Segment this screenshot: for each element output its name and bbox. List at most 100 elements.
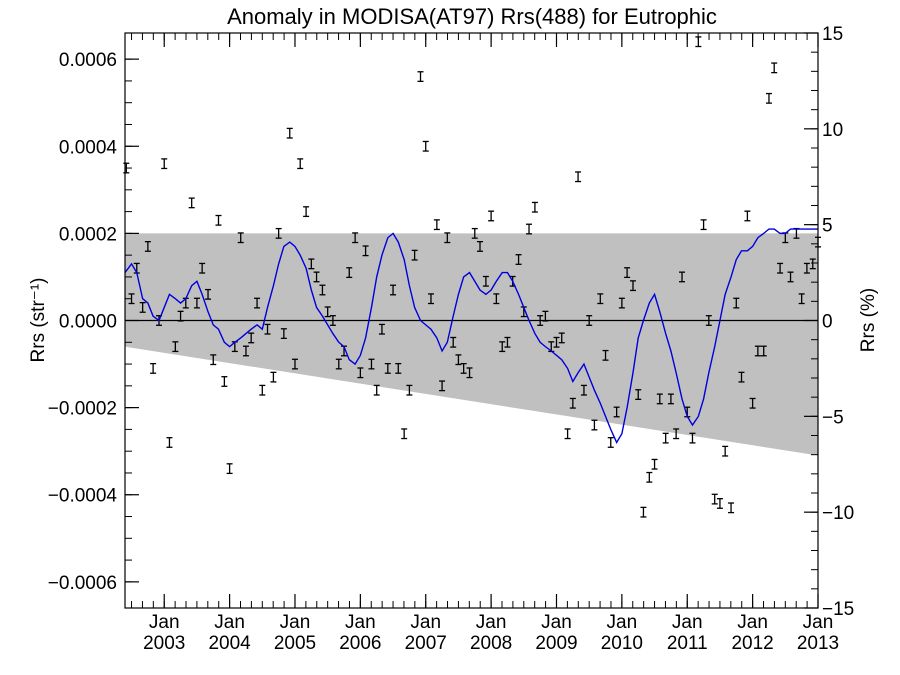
errorbar-point — [166, 437, 173, 448]
errorbar-point — [749, 397, 756, 409]
errorbar-point — [248, 332, 255, 344]
y-axis-left-label: Rrs (str⁻¹) — [28, 278, 49, 363]
y-left-tick-label: 0.0000 — [59, 312, 117, 333]
errorbar-point — [177, 310, 184, 322]
errorbar-point — [303, 206, 310, 218]
x-tick-month-label: Jan — [149, 612, 180, 633]
y-left-tick-label: 0.0002 — [59, 224, 117, 245]
errorbar-point — [526, 223, 533, 235]
x-tick-month-label: Jan — [737, 612, 768, 633]
x-tick-year-label: 2009 — [535, 633, 577, 654]
y-axis-left: 0.0006 0.0004 0.0002 0.0000 −0.0002 −0.0004 −0… — [48, 50, 139, 594]
y-left-tick-label: −0.0002 — [48, 399, 117, 420]
x-tick-year-label: 2004 — [208, 633, 251, 654]
errorbar-point — [771, 62, 778, 74]
errorbar-point — [711, 493, 718, 505]
x-tick-month-label: Jan — [410, 612, 441, 633]
errorbar-point — [651, 458, 658, 470]
x-tick-year-label: 2003 — [143, 633, 185, 654]
errorbar-point — [352, 232, 359, 244]
errorbar-point — [679, 271, 686, 283]
errorbar-point — [378, 323, 385, 335]
errorbar-point — [444, 232, 451, 244]
errorbar-point — [744, 210, 751, 222]
errorbar-point — [558, 332, 565, 344]
errorbar-series — [123, 36, 821, 518]
errorbar-point — [297, 158, 304, 170]
x-tick-year-label: 2007 — [405, 633, 447, 654]
errorbar-point — [259, 384, 266, 396]
errorbar-point — [499, 341, 506, 353]
x-axis: Jan2003Jan2004Jan2005Jan2006Jan2007Jan20… — [131, 33, 839, 654]
errorbar-point — [591, 419, 598, 431]
line-series — [124, 228, 818, 444]
x-tick-month-label: Jan — [345, 612, 376, 633]
errorbar-point — [476, 241, 483, 252]
errorbar-point — [161, 158, 168, 170]
errorbar-point — [542, 310, 549, 322]
errorbar-point — [531, 201, 538, 213]
errorbar-point — [242, 345, 249, 357]
errorbar-point — [504, 336, 511, 348]
errorbar-point — [215, 214, 222, 226]
errorbar-point — [362, 245, 369, 257]
errorbar-point — [597, 293, 604, 305]
errorbar-point — [667, 393, 674, 405]
y-left-tick-label: −0.0004 — [48, 486, 118, 507]
errorbar-point — [602, 349, 609, 361]
errorbar-point — [411, 249, 418, 261]
y-right-tick-label: 10 — [822, 120, 843, 141]
x-tick-month-label: Jan — [607, 612, 638, 633]
y-right-tick-label: −15 — [822, 599, 854, 620]
errorbar-point — [662, 432, 669, 444]
errorbar-point — [264, 323, 271, 335]
errorbar-point — [237, 232, 244, 244]
errorbar-point — [335, 358, 342, 370]
errorbar-point — [324, 306, 331, 318]
errorbar-point — [401, 428, 408, 440]
errorbar-point — [553, 336, 560, 348]
errorbar-point — [226, 463, 233, 475]
errorbar-point — [406, 384, 413, 396]
errorbar-point — [471, 227, 478, 239]
errorbar-point — [395, 362, 402, 374]
y-left-tick-label: 0.0004 — [59, 137, 118, 158]
errorbar-point — [319, 284, 326, 296]
errorbar-point — [809, 258, 816, 270]
errorbar-point — [291, 358, 298, 370]
x-tick-year-label: 2013 — [797, 633, 839, 654]
chart-title: Anomaly in MODISA(AT97) Rrs(488) for Eut… — [227, 4, 717, 29]
errorbar-point — [357, 367, 364, 379]
errorbar-point — [275, 227, 282, 239]
errorbar-point — [580, 384, 587, 396]
errorbar-point — [515, 254, 522, 265]
errorbar-point — [210, 354, 217, 366]
y-right-tick-label: −10 — [822, 503, 854, 524]
errorbar-point — [738, 371, 745, 383]
errorbar-point — [439, 380, 446, 392]
errorbar-point — [624, 267, 631, 279]
errorbar-point — [754, 345, 761, 357]
x-tick-month-label: Jan — [280, 612, 311, 633]
errorbar-point — [221, 376, 228, 387]
x-tick-month-label: Jan — [476, 612, 507, 633]
y-left-tick-label: −0.0006 — [48, 573, 117, 594]
errorbar-point — [417, 71, 424, 83]
errorbar-point — [280, 328, 287, 340]
errorbar-point — [629, 280, 636, 292]
errorbar-point — [433, 219, 440, 231]
x-tick-year-label: 2011 — [667, 633, 708, 654]
errorbar-point — [422, 140, 429, 152]
errorbar-point — [640, 506, 647, 518]
errorbar-point — [172, 341, 179, 353]
errorbar-point — [329, 315, 336, 326]
errorbar-point — [199, 262, 206, 274]
y-right-tick-label: 0 — [822, 312, 833, 333]
errorbar-point — [373, 384, 380, 396]
errorbar-point — [205, 288, 212, 300]
errorbar-point — [493, 293, 500, 305]
errorbar-point — [656, 393, 663, 405]
errorbar-point — [139, 301, 146, 313]
errorbar-point — [308, 258, 315, 270]
